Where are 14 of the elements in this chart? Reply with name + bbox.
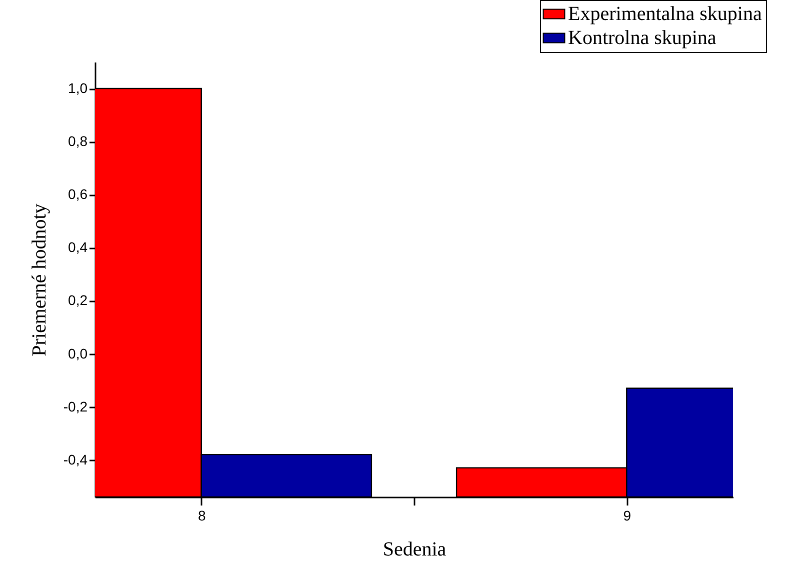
y-axis-title: Priemerné hodnoty [28,204,50,356]
legend-label: Kontrolna skupina [568,27,716,49]
y-tick-label: -0,4 [63,451,88,468]
legend-label: Experimentalna skupina [568,3,762,25]
y-tick-label: -0,2 [63,398,88,414]
y-tick-label: 0,6 [68,186,88,202]
y-tick-label: 1,0 [68,80,88,96]
x-axis-title: Sedenia [382,538,446,560]
y-tick-label: 0,8 [68,133,88,150]
y-tick-label: 0,2 [68,292,88,308]
y-tick-label: 0,4 [68,239,88,256]
x-tick-label: 8 [198,508,206,524]
x-tick-label: 9 [623,508,632,524]
y-tick-label: 0,0 [68,345,88,362]
